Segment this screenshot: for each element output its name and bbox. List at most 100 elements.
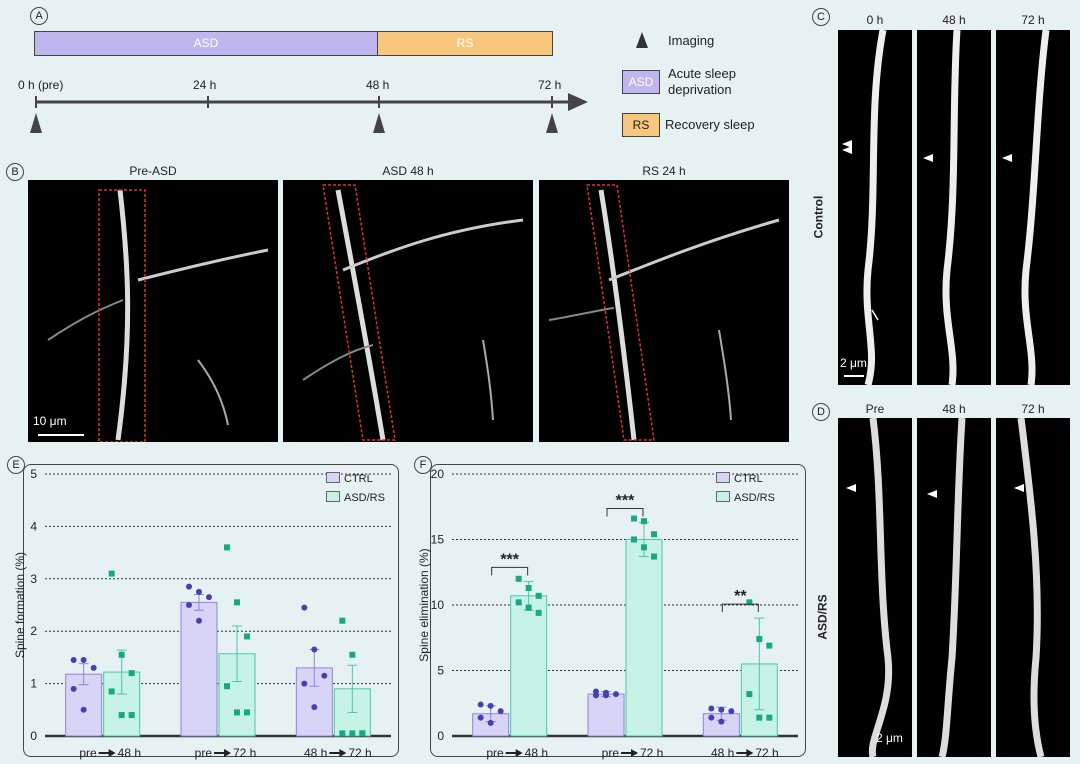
chart-e-point [359, 730, 366, 737]
chart-f-point [728, 708, 735, 715]
chart-f-point [515, 599, 522, 606]
chart-e-xlabel-from: pre [79, 746, 97, 760]
chart-f-ytick: 15 [431, 533, 445, 547]
chart-f-sig-label: ** [734, 588, 747, 605]
chart-e-point [80, 657, 87, 664]
chart-f-xlabel-to: 72 h [755, 746, 778, 760]
chart-e-point [70, 657, 77, 664]
chart-e-point [224, 683, 230, 690]
chart-f-point [603, 692, 609, 699]
chart-f-xlabel-from: 48 h [711, 746, 734, 760]
chart-e-point [196, 617, 202, 624]
micrograph-asd-48h [283, 180, 533, 442]
panel-b-label: B [6, 163, 24, 181]
chart-f-ytick: 10 [431, 598, 445, 612]
chart-f-ytick: 5 [437, 664, 444, 678]
chart-e-xlabel-to: 72 h [348, 746, 371, 760]
chart-f-point [641, 544, 647, 551]
chart-f-point [756, 714, 763, 721]
chart-f-point [525, 584, 532, 591]
chart-e-point [244, 709, 250, 716]
chart-f-ytick: 0 [437, 729, 444, 743]
asd-bar: ASD [34, 31, 378, 56]
panel-e-label: E [7, 456, 25, 474]
chart-e-point [118, 651, 125, 658]
micro-b1-title: Pre-ASD [129, 164, 177, 178]
chart-f-point [593, 692, 599, 699]
chart-f-point [515, 575, 522, 582]
scale-bar-b: 10 μm [33, 414, 67, 428]
chart-e-point [196, 588, 202, 595]
tick-24h: 24 h [193, 78, 217, 92]
chart-f-point [487, 719, 494, 726]
asd-legend-text: Acute sleep deprivation [668, 66, 736, 97]
chart-e-xlabel-from: pre [195, 746, 213, 760]
chart-f-point [746, 691, 753, 698]
chart-f-point [497, 708, 504, 715]
chart-e-point [339, 730, 346, 737]
chart-f: 0 5 10 15 20 *** pre 48 h *** pre 72 h ** 48 h 72 h [431, 467, 798, 760]
micrograph-pre-asd [28, 180, 278, 442]
chart-f-xlabel-from: pre [602, 746, 620, 760]
chart-f-xlabel-arrowhead [515, 749, 523, 757]
chart-e-legend-ctrl-label: CTRL [344, 473, 373, 485]
chart-e-legend-asdrs-label: ASD/RS [344, 492, 385, 504]
chart-f-point [651, 553, 657, 560]
chart-e-point [108, 688, 115, 695]
chart-f-xlabel-arrowhead [746, 749, 754, 757]
chart-e-ytick: 3 [30, 572, 37, 586]
chart-e-legend-asdrs: ASD/RS [326, 491, 385, 504]
panel-c-label: C [812, 8, 830, 26]
chart-f-point [487, 702, 494, 709]
chart-e-point [128, 712, 135, 719]
imaging-marker-0 [30, 113, 42, 133]
panel-a-label: A [30, 7, 48, 25]
chart-f-ytick: 20 [431, 467, 445, 481]
chart-e-point [108, 570, 115, 577]
chart-e-frame [23, 464, 399, 757]
chart-e-point [224, 544, 230, 551]
chart-f-point [477, 701, 484, 708]
micro-b3-title: RS 24 h [642, 164, 686, 178]
chart-f-point [477, 714, 484, 721]
chart-e-xlabel-arrowhead [108, 749, 116, 757]
chart-e-point [311, 646, 318, 653]
chart-f-sig-label: *** [500, 551, 519, 568]
d-time-0: Pre [865, 402, 885, 416]
chart-f-point [766, 714, 773, 721]
micrograph-rs-24h [539, 180, 789, 442]
chart-f-xlabel-to: 72 h [640, 746, 663, 760]
dendrite-asdrs-72h [996, 418, 1070, 757]
chart-f-point [756, 636, 763, 643]
chart-f-legend-asdrs-label: ASD/RS [734, 492, 775, 504]
chart-f-bar [625, 539, 663, 737]
chart-e-point [186, 602, 192, 608]
chart-e-xlabel-from: 48 h [304, 746, 327, 760]
panel-f-label: F [414, 456, 432, 474]
chart-f-point [631, 515, 637, 522]
chart-e-point [321, 672, 328, 679]
chart-e-point [311, 704, 318, 711]
d-time-1: 48 h [942, 402, 966, 416]
chart-f-sig-bracket [606, 507, 644, 517]
chart-e-point [118, 712, 125, 719]
chart-f-point [718, 718, 725, 725]
imaging-marker-72 [546, 113, 558, 133]
chart-e-xlabel-to: 72 h [233, 746, 256, 760]
chart-e-ytick: 5 [30, 467, 37, 481]
chart-f-point [613, 691, 619, 698]
chart-f-point [535, 592, 542, 599]
chart-f-bar [587, 693, 625, 737]
chart-e-bar [180, 601, 218, 737]
micro-b2-title: ASD 48 h [382, 164, 434, 178]
chart-f-point [708, 705, 715, 712]
chart-e-point [349, 651, 356, 658]
chart-f-legend-asdrs: ASD/RS [716, 491, 775, 504]
dendrite-asdrs-48h [917, 418, 991, 757]
dendrite-asdrs-pre [838, 418, 912, 757]
imaging-marker-48 [373, 113, 385, 133]
c-time-0: 0 h [866, 13, 884, 27]
chart-e-point [301, 680, 308, 687]
rs-legend-text: Recovery sleep [665, 117, 755, 132]
chart-f-point [746, 599, 753, 606]
